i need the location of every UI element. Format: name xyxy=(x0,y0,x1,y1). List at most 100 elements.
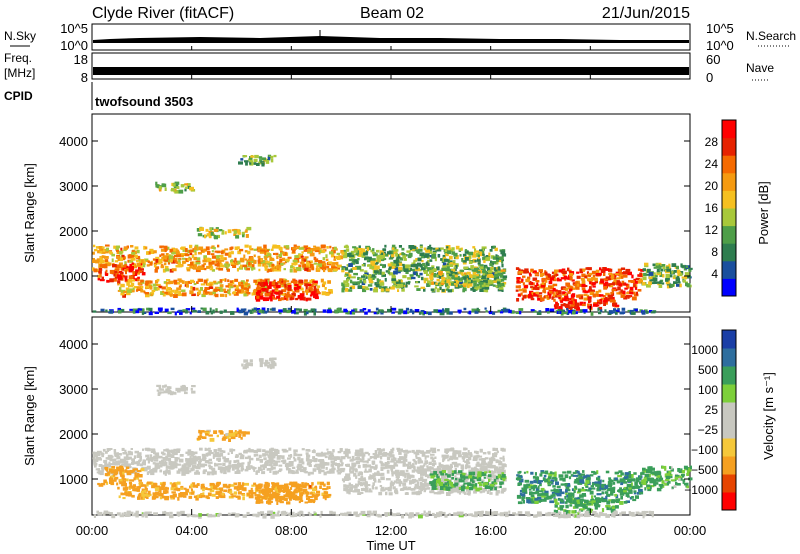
velocity-cell-4 xyxy=(481,460,486,465)
power-cell-7 xyxy=(253,158,258,163)
velocity-cell-4 xyxy=(488,461,492,465)
power-cell-12 xyxy=(336,308,340,311)
velocity-cell-0 xyxy=(213,449,218,452)
power-cell-7 xyxy=(245,162,248,166)
power-cell-2 xyxy=(201,293,206,298)
velocity-cell-0 xyxy=(108,461,111,466)
power-cbar-frame xyxy=(721,119,737,297)
velocity-cell-0 xyxy=(288,461,294,464)
power-cell-1 xyxy=(113,277,117,282)
velocity-cell-1 xyxy=(134,475,140,480)
power-cell-0 xyxy=(188,249,192,253)
power-cell-0 xyxy=(325,254,328,258)
velocity-cell-2 xyxy=(249,491,254,494)
power-cell-1 xyxy=(133,278,138,282)
power-cell-0 xyxy=(161,253,165,256)
power-cell-0 xyxy=(216,263,220,267)
velocity-cell-3 xyxy=(264,497,267,500)
velocity-cell-4 xyxy=(416,450,421,453)
power-cell-10 xyxy=(559,298,563,302)
velocity-cell-0 xyxy=(115,460,120,464)
power-cell-9 xyxy=(522,289,527,293)
power-cell-9 xyxy=(581,273,586,278)
velocity-cell-4 xyxy=(464,460,469,463)
velocity-cell-4 xyxy=(499,457,503,460)
power-cell-0 xyxy=(205,246,210,251)
power-cell-9 xyxy=(589,281,592,285)
power-cell-0 xyxy=(321,249,326,253)
power-cell-4 xyxy=(396,256,401,259)
power-cell-1 xyxy=(129,263,132,268)
power-cell-3 xyxy=(278,298,282,302)
power-cell-4 xyxy=(455,263,459,266)
power-cell-12 xyxy=(253,309,256,313)
power-cell-4 xyxy=(462,253,467,257)
power-cell-0 xyxy=(203,255,207,259)
power-cell-0 xyxy=(310,263,314,268)
velocity-cell-4 xyxy=(382,453,387,457)
velocity-cell-2 xyxy=(131,494,135,498)
velocity-cell-1 xyxy=(116,466,120,471)
power-cell-4 xyxy=(409,245,415,248)
velocity-cell-2 xyxy=(277,487,283,492)
velocity-cell-0 xyxy=(225,466,228,470)
velocity-cell-2 xyxy=(149,493,152,497)
power-cell-4 xyxy=(397,289,400,292)
power-cell-10 xyxy=(565,304,570,308)
power-cell-12 xyxy=(362,308,367,311)
power-cell-4 xyxy=(402,275,407,279)
velocity-cell-1 xyxy=(112,479,117,482)
velocity-cell-4 xyxy=(356,453,361,457)
velocity-cell-5 xyxy=(440,486,445,490)
power-cell-0 xyxy=(96,258,100,261)
velocity-cell-0 xyxy=(337,468,341,472)
velocity-cell-4 xyxy=(430,447,433,452)
velocity-cell-4 xyxy=(411,491,417,495)
velocity-cell-4 xyxy=(481,458,487,461)
velocity-cell-0 xyxy=(256,457,260,461)
power-cell-4 xyxy=(344,283,350,287)
power-cell-5 xyxy=(492,284,496,287)
power-cell-2 xyxy=(220,287,223,290)
velocity-cell-4 xyxy=(474,450,477,454)
velocity-cell-0 xyxy=(278,468,283,471)
power-cell-0 xyxy=(153,262,157,265)
velocity-cell-4 xyxy=(438,485,441,488)
power-cell-9 xyxy=(562,291,565,295)
power-cell-11 xyxy=(645,273,650,276)
power-cell-4 xyxy=(361,264,365,267)
power-cell-5 xyxy=(448,273,453,276)
power-cell-8 xyxy=(210,231,214,236)
velocity-cell-1 xyxy=(136,472,140,476)
velocity-cell-4 xyxy=(398,456,403,460)
power-cell-4 xyxy=(411,245,417,250)
power-cell-2 xyxy=(126,289,132,293)
velocity-cell-0 xyxy=(208,471,211,475)
velocity-cell-0 xyxy=(268,457,273,461)
velocity-cell-0 xyxy=(312,456,316,460)
velocity-cell-3 xyxy=(303,489,307,493)
power-cell-9 xyxy=(587,289,591,293)
power-cell-9 xyxy=(568,269,572,273)
power-cell-4 xyxy=(350,268,353,271)
power-cell-5 xyxy=(431,272,434,276)
power-cell-4 xyxy=(400,280,403,283)
velocity-cell-4 xyxy=(351,465,356,468)
velocity-cell-0 xyxy=(324,452,330,455)
velocity-cell-0 xyxy=(187,451,191,456)
power-cell-4 xyxy=(462,261,467,265)
power-cell-0 xyxy=(242,264,248,268)
power-cell-12 xyxy=(271,307,276,311)
velocity-cell-4 xyxy=(418,477,422,482)
velocity-cell-0 xyxy=(218,463,222,466)
power-cell-12 xyxy=(189,311,192,315)
power-cell-12 xyxy=(210,311,213,315)
velocity-cell-4 xyxy=(439,489,443,492)
velocity-cell-0 xyxy=(273,449,277,453)
power-cell-2 xyxy=(127,279,133,283)
velocity-cell-2 xyxy=(132,484,136,488)
power-cell-0 xyxy=(211,266,214,270)
power-cell-0 xyxy=(116,250,120,255)
power-cell-9 xyxy=(544,279,548,283)
velocity-cell-4 xyxy=(500,447,505,451)
